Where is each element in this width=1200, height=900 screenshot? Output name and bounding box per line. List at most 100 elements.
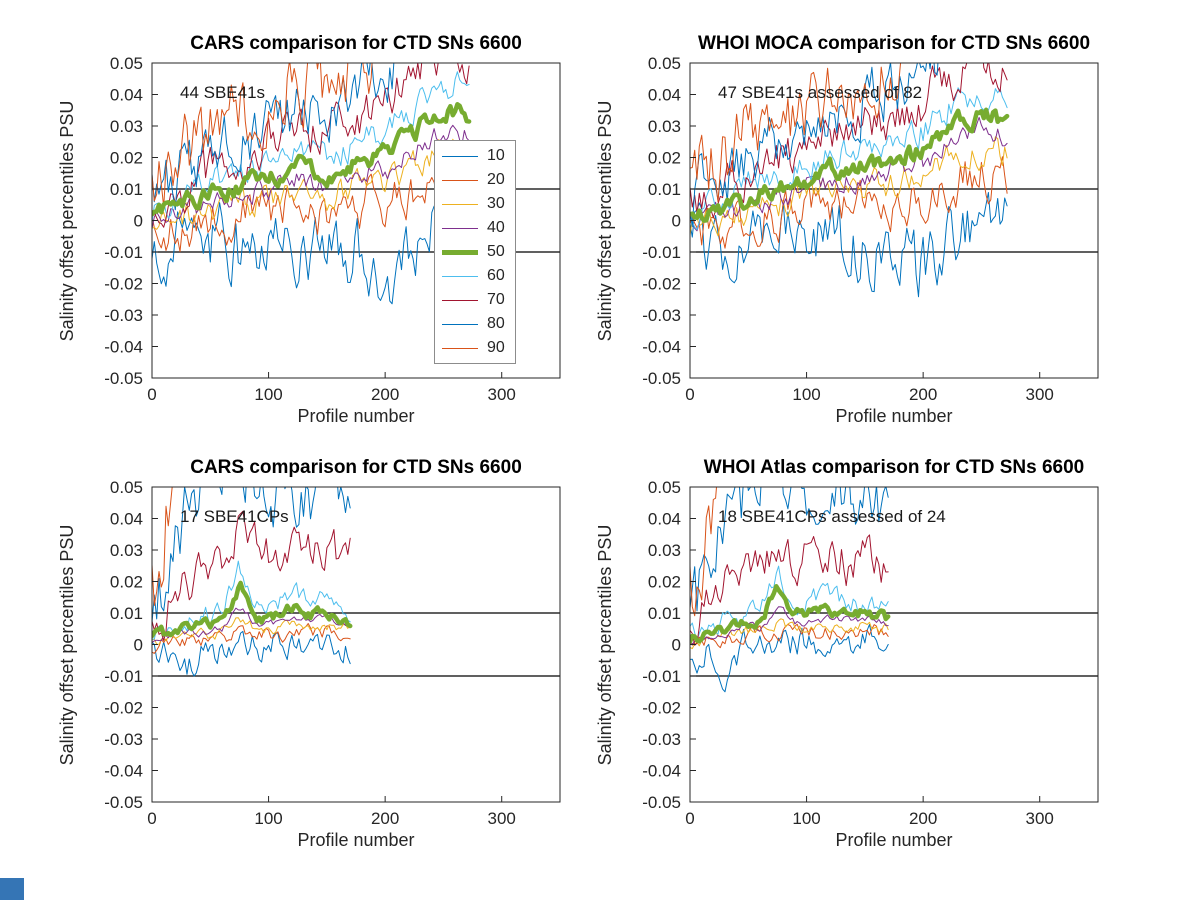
x-tick-label: 100 bbox=[254, 385, 282, 404]
plot-title: WHOI Atlas comparison for CTD SNs 6600 bbox=[703, 457, 1085, 478]
legend-entry-80: 80 bbox=[435, 312, 515, 336]
y-tick-label: -0.03 bbox=[104, 306, 143, 325]
legend-line-sample-60 bbox=[442, 275, 478, 277]
percentile-line-10 bbox=[690, 192, 1008, 298]
y-tick-label: 0.04 bbox=[110, 86, 143, 105]
plot-whoi-atlas-sbe41cps: 0 100 200 300 0.05 0.04 0.03 0.02 0.01 0 -0.01 -0.0… bbox=[642, 478, 1099, 828]
legend-line-sample-40 bbox=[442, 227, 478, 229]
y-tick-label: -0.03 bbox=[104, 730, 143, 749]
percentile-line-60 bbox=[690, 565, 889, 642]
x-tick-label: 200 bbox=[909, 809, 937, 828]
percentile-line-70 bbox=[690, 63, 1008, 218]
y-tick-label: -0.01 bbox=[104, 243, 143, 262]
y-tick-label: -0.02 bbox=[104, 699, 143, 718]
legend-label: 70 bbox=[487, 291, 505, 308]
x-tick-label: 0 bbox=[685, 385, 694, 404]
legend-line-sample-20 bbox=[442, 179, 478, 181]
percentile-line-60 bbox=[690, 87, 1008, 231]
legend-entry-30: 30 bbox=[435, 192, 515, 216]
x-tick-label: 300 bbox=[1026, 385, 1054, 404]
legend-entry-60: 60 bbox=[435, 264, 515, 288]
annotation-float-count: 47 SBE41s assessed of 82 bbox=[718, 83, 923, 102]
legend-entry-20: 20 bbox=[435, 168, 515, 192]
y-tick-label: 0.04 bbox=[648, 510, 681, 529]
y-tick-label: -0.02 bbox=[104, 275, 143, 294]
y-tick-label: 0.02 bbox=[110, 573, 143, 592]
y-tick-label: 0.04 bbox=[648, 86, 681, 105]
y-tick-label: -0.01 bbox=[104, 667, 143, 686]
percentile-line-20 bbox=[690, 156, 1008, 249]
annotation-float-count: 18 SBE41CPs assessed of 24 bbox=[718, 507, 946, 526]
percentile-line-80 bbox=[690, 63, 939, 228]
y-tick-label: -0.05 bbox=[642, 369, 681, 388]
percentile-line-10 bbox=[152, 181, 470, 305]
percentile-line-80 bbox=[152, 487, 351, 624]
subplot-cars-sbe41cps: 0 100 200 300 0.05 0.04 0.03 0.02 0.01 0 -0.01 -0.0… bbox=[0, 450, 600, 900]
plot-title: WHOI MOCA comparison for CTD SNs 6600 bbox=[697, 33, 1091, 54]
legend-label: 50 bbox=[487, 243, 505, 260]
plot-cars-sbe41cps: 0 100 200 300 0.05 0.04 0.03 0.02 0.01 0 -0.01 -0.0… bbox=[104, 478, 561, 828]
y-tick-label: 0.01 bbox=[110, 180, 143, 199]
plot-clip-group bbox=[152, 63, 560, 305]
y-axis-label: Salinity offset percentiles PSU bbox=[57, 524, 77, 765]
percentile-line-80 bbox=[152, 63, 414, 211]
x-tick-label: 100 bbox=[254, 809, 282, 828]
x-tick-label: 0 bbox=[147, 809, 156, 828]
legend-label: 30 bbox=[487, 195, 505, 212]
y-tick-label: -0.03 bbox=[642, 730, 681, 749]
y-tick-label: 0 bbox=[672, 636, 681, 655]
y-tick-label: 0.01 bbox=[648, 180, 681, 199]
axes-box bbox=[151, 486, 561, 803]
subplot-whoi-atlas-sbe41cps: 0 100 200 300 0.05 0.04 0.03 0.02 0.01 0 -0.01 -0.0… bbox=[595, 450, 1200, 900]
percentile-line-50 bbox=[152, 102, 472, 217]
y-tick-label: -0.04 bbox=[642, 762, 681, 781]
x-tick-label: 300 bbox=[488, 385, 516, 404]
legend-line-sample-30 bbox=[442, 203, 478, 205]
legend-line-sample-70 bbox=[442, 299, 478, 301]
y-tick-label: 0.05 bbox=[648, 478, 681, 497]
percentile-line-80 bbox=[690, 487, 889, 612]
plot-clip-group bbox=[690, 487, 1098, 693]
x-axis-label: Profile number bbox=[835, 406, 953, 426]
legend-entry-70: 70 bbox=[435, 288, 515, 312]
y-tick-label: 0.04 bbox=[110, 510, 143, 529]
subplot-cars-sbe41s: 0 100 200 300 0.05 0.04 0.03 0.02 0.01 0 -0.01 -0.0… bbox=[0, 0, 600, 450]
legend-label: 40 bbox=[487, 219, 505, 236]
x-tick-label: 300 bbox=[488, 809, 516, 828]
percentile-line-40 bbox=[152, 124, 470, 229]
plot-cars-sbe41s: 0 100 200 300 0.05 0.04 0.03 0.02 0.01 0 -0.01 -0.0… bbox=[104, 54, 561, 404]
percentile-line-50 bbox=[690, 584, 891, 645]
annotation-float-count: 17 SBE41CPs bbox=[180, 507, 289, 526]
percentile-line-70 bbox=[152, 63, 470, 228]
x-tick-label: 200 bbox=[909, 385, 937, 404]
y-axis-label: Salinity offset percentiles PSU bbox=[57, 100, 77, 341]
x-tick-label: 0 bbox=[685, 809, 694, 828]
y-tick-label: -0.03 bbox=[642, 306, 681, 325]
y-tick-label: 0.02 bbox=[110, 149, 143, 168]
window-corner-artifact bbox=[0, 878, 24, 900]
percentile-line-20 bbox=[152, 160, 470, 253]
y-tick-label: 0.03 bbox=[110, 117, 143, 136]
x-tick-label: 100 bbox=[792, 809, 820, 828]
plot-clip-group bbox=[152, 487, 560, 677]
plot-whoi-moca-sbe41s: 0 100 200 300 0.05 0.04 0.03 0.02 0.01 0 -0.01 -0.0… bbox=[642, 54, 1099, 404]
legend-label: 20 bbox=[487, 171, 505, 188]
y-tick-label: 0.03 bbox=[110, 541, 143, 560]
legend-entry-50: 50 bbox=[435, 240, 515, 264]
y-tick-label: 0.01 bbox=[648, 604, 681, 623]
plot-clip-group bbox=[690, 63, 1098, 298]
y-tick-label: -0.05 bbox=[104, 369, 143, 388]
y-tick-label: 0.05 bbox=[110, 54, 143, 73]
y-tick-label: 0.02 bbox=[648, 149, 681, 168]
percentile-line-30 bbox=[152, 138, 470, 230]
legend-entry-10: 10 bbox=[435, 144, 515, 168]
legend-label: 60 bbox=[487, 267, 505, 284]
percentile-line-70 bbox=[152, 510, 351, 641]
percentile-line-70 bbox=[690, 534, 889, 646]
y-axis-label: Salinity offset percentiles PSU bbox=[595, 524, 615, 765]
y-tick-label: 0.03 bbox=[648, 541, 681, 560]
y-tick-label: 0.05 bbox=[110, 478, 143, 497]
y-tick-label: -0.01 bbox=[642, 243, 681, 262]
y-tick-label: 0 bbox=[134, 636, 143, 655]
